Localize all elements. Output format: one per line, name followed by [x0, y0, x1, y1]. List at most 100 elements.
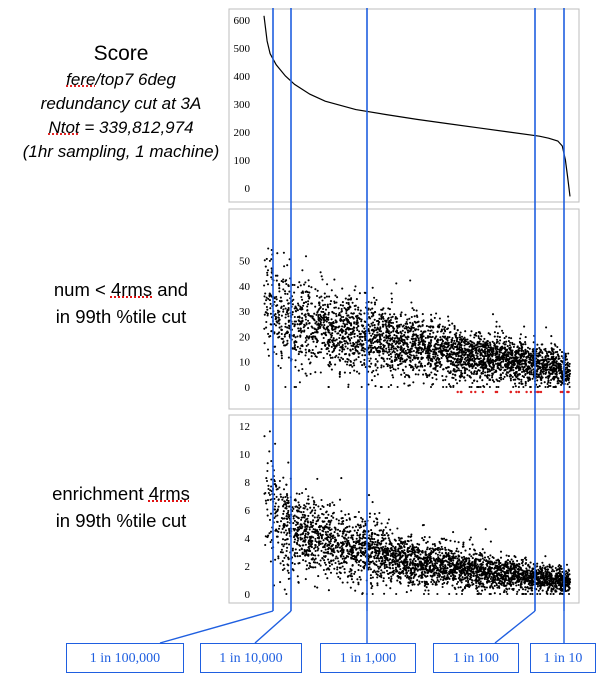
scatter-point: [540, 382, 542, 384]
scatter-point: [381, 522, 383, 524]
scatter-point: [344, 324, 346, 326]
scatter-point: [352, 526, 354, 528]
scatter-point: [528, 361, 530, 363]
scatter-point: [320, 306, 322, 308]
scatter-point: [348, 295, 350, 297]
scatter-point: [420, 339, 422, 341]
scatter-point: [514, 374, 516, 376]
scatter-point: [316, 324, 318, 326]
scatter-point: [334, 346, 336, 348]
scatter-point: [547, 354, 549, 356]
scatter-point: [298, 281, 300, 283]
zero-point-highlight: [536, 391, 538, 393]
scatter-point: [517, 357, 519, 359]
scatter-point: [276, 252, 278, 254]
scatter-point: [361, 340, 363, 342]
scatter-point: [483, 338, 485, 340]
scatter-point: [429, 333, 431, 335]
scatter-point: [494, 592, 496, 594]
scatter-point: [339, 312, 341, 314]
scatter-point: [424, 365, 426, 367]
scatter-point: [430, 314, 432, 316]
scatter-point: [510, 379, 512, 381]
scatter-point: [278, 323, 280, 325]
scatter-point: [391, 364, 393, 366]
scatter-point: [266, 280, 268, 282]
scatter-point: [435, 335, 437, 337]
scatter-point: [475, 367, 477, 369]
scatter-point: [478, 346, 480, 348]
scatter-point: [525, 567, 527, 569]
scatter-point: [454, 374, 456, 376]
scatter-point: [329, 505, 331, 507]
scatter-point: [542, 359, 544, 361]
scatter-point: [297, 286, 299, 288]
scatter-point: [491, 375, 493, 377]
scatter-point: [517, 353, 519, 355]
scatter-point: [294, 386, 296, 388]
scatter-point: [541, 365, 543, 367]
scatter-point: [284, 293, 286, 295]
scatter-point: [328, 329, 330, 331]
scatter-point: [503, 352, 505, 354]
scatter-point: [378, 314, 380, 316]
scatter-point: [420, 364, 422, 366]
scatter-point: [377, 367, 379, 369]
scatter-point: [440, 330, 442, 332]
scatter-point: [356, 532, 358, 534]
scatter-point: [358, 330, 360, 332]
scatter-point: [263, 435, 265, 437]
scatter-point: [556, 376, 558, 378]
scatter-point: [311, 315, 313, 317]
num-4rms-panel-ytick: 10: [239, 357, 251, 369]
scatter-point: [400, 374, 402, 376]
scatter-point: [513, 555, 515, 557]
scatter-point: [412, 369, 414, 371]
scatter-point: [548, 351, 550, 353]
scatter-point: [321, 348, 323, 350]
scatter-point: [286, 505, 288, 507]
scatter-point: [347, 384, 349, 386]
scatter-point: [547, 383, 549, 385]
scatter-point: [278, 319, 280, 321]
scatter-point: [422, 357, 424, 359]
scatter-point: [481, 348, 483, 350]
scatter-point: [482, 361, 484, 363]
scatter-point: [567, 379, 569, 381]
scatter-point: [435, 359, 437, 361]
scatter-point: [426, 374, 428, 376]
scatter-point: [268, 450, 270, 452]
score-panel-ytick: 200: [234, 127, 251, 139]
scatter-point: [545, 326, 547, 328]
scatter-point: [458, 341, 460, 343]
scatter-point: [495, 370, 497, 372]
scatter-point: [531, 373, 533, 375]
scatter-point: [552, 364, 554, 366]
scatter-point: [381, 386, 383, 388]
scatter-point: [491, 355, 493, 357]
scatter-point: [281, 338, 283, 340]
scatter-point: [337, 356, 339, 358]
scatter-point: [523, 366, 525, 368]
scatter-point: [491, 369, 493, 371]
scatter-point: [372, 329, 374, 331]
scatter-point: [427, 359, 429, 361]
scatter-point: [475, 352, 477, 354]
scatter-point: [316, 330, 318, 332]
scatter-point: [398, 324, 400, 326]
scatter-point: [303, 511, 305, 513]
scatter-point: [478, 337, 480, 339]
scatter-point: [375, 564, 377, 566]
scatter-point: [443, 332, 445, 334]
scatter-point: [491, 583, 493, 585]
scatter-point: [429, 336, 431, 338]
scatter-point: [327, 314, 329, 316]
scatter-point: [436, 577, 438, 579]
scatter-point: [354, 305, 356, 307]
scatter-point: [361, 344, 363, 346]
scatter-point: [459, 380, 461, 382]
scatter-point: [461, 350, 463, 352]
scatter-point: [443, 368, 445, 370]
scatter-point: [333, 279, 335, 281]
scatter-point: [444, 379, 446, 381]
